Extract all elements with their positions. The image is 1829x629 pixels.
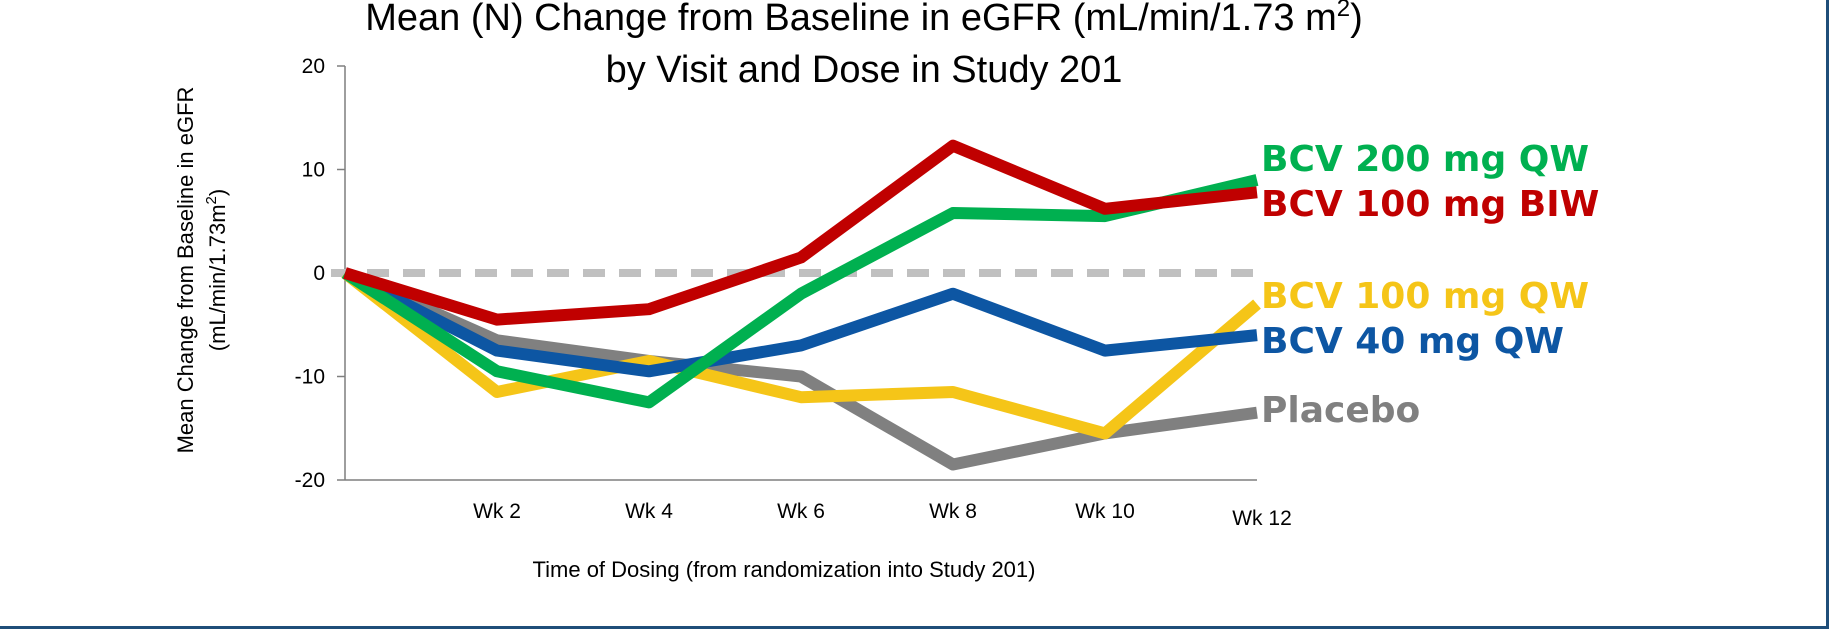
y-axis-label-line1: Mean Change from Baseline in eGFR xyxy=(173,87,198,454)
x-axis-label: Time of Dosing (from randomization into … xyxy=(533,557,1036,582)
legend-label-bcv-100-mg-qw: BCV 100 mg QW xyxy=(1261,276,1589,317)
y-axis-label-unit: (mL/min/1.73m xyxy=(205,204,230,351)
series-line-bcv-200-mg-qw xyxy=(341,174,1259,409)
series-line-bcv-40-mg-qw xyxy=(342,267,1258,378)
x-tick-label: Wk 6 xyxy=(777,500,825,523)
legend-label-bcv-100-mg-biw: BCV 100 mg BIW xyxy=(1261,184,1599,225)
y-tick-label: 0 xyxy=(313,262,325,285)
x-tick-label: Wk 12 xyxy=(1232,507,1292,530)
series-line-bcv-100-mg-biw xyxy=(343,139,1258,326)
x-ticks: Wk 2 Wk 4 Wk 6 Wk 8 Wk 10 Wk 12 xyxy=(473,500,1292,530)
y-axis-label: Mean Change from Baseline in eGFR (mL/mi… xyxy=(173,87,230,454)
x-tick-label: Wk 10 xyxy=(1075,500,1135,523)
x-tick-label: Wk 2 xyxy=(473,500,521,523)
x-tick-label: Wk 8 xyxy=(929,500,977,523)
chart-title: Mean (N) Change from Baseline in eGFR (m… xyxy=(365,0,1362,39)
x-tick-label: Wk 4 xyxy=(625,500,673,523)
legend-label-bcv-200-mg-qw: BCV 200 mg QW xyxy=(1261,139,1589,180)
y-ticks: 20 10 0 -10 -20 xyxy=(295,55,325,492)
y-tick-label: -10 xyxy=(295,366,325,389)
y-tick-label: -20 xyxy=(295,469,325,492)
series-line-placebo xyxy=(342,267,1258,471)
chart-title-superscript: 2 xyxy=(1337,0,1350,22)
y-tick-label: 10 xyxy=(302,159,325,182)
legend-label-bcv-40-mg-qw: BCV 40 mg QW xyxy=(1261,321,1564,362)
y-axis-label-line2: (mL/min/1.73m2) xyxy=(203,189,230,351)
legend-label-placebo: Placebo xyxy=(1261,390,1420,431)
y-axis-label-close: ) xyxy=(205,189,230,196)
chart-title-close: ) xyxy=(1350,0,1363,39)
y-axis-label-superscript: 2 xyxy=(203,196,220,204)
chart-subtitle: by Visit and Dose in Study 201 xyxy=(606,49,1123,91)
series-line-bcv-100-mg-qw xyxy=(341,268,1261,440)
y-tick-label: 20 xyxy=(302,55,325,78)
series-lines xyxy=(341,139,1261,471)
chart-title-main: Mean (N) Change from Baseline in eGFR (m… xyxy=(365,0,1336,39)
